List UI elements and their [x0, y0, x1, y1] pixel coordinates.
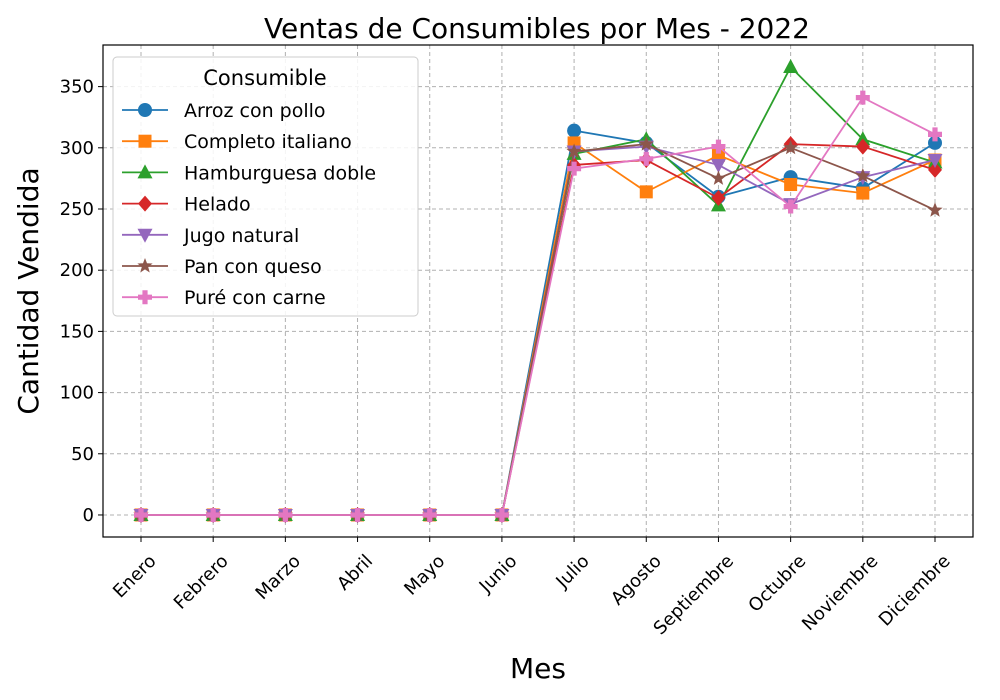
legend-title: Consumible: [203, 66, 326, 90]
legend-item-helado: Helado: [122, 194, 251, 216]
data-point-arroz-con-pollo: [928, 135, 942, 150]
legend-label-pan-con-queso: Pan con queso: [184, 256, 322, 278]
data-point-pure-con-carne: [278, 507, 293, 522]
x-tick-label: Enero: [109, 551, 161, 603]
legend-label-helado: Helado: [184, 194, 251, 216]
y-tick-label: 50: [71, 444, 94, 465]
legend: Consumible Arroz con pollo Completo itali…: [112, 56, 419, 317]
data-point-jugo-natural: [927, 154, 943, 169]
data-point-helado: [928, 161, 942, 178]
legend-item-pure-con-carne: Puré con carne: [122, 287, 326, 309]
data-point-pure-con-carne: [134, 507, 148, 522]
y-axis-ticks: 0 50 100 150 200 250 300 350: [60, 77, 103, 526]
x-tick-label: Diciembre: [875, 551, 955, 631]
legend-label-arroz-con-pollo: Arroz con pollo: [184, 100, 326, 122]
legend-marker-completo-italiano: [138, 134, 152, 148]
x-tick-label: Marzo: [252, 551, 305, 604]
y-tick-label: 250: [60, 199, 94, 220]
data-point-completo-italiano: [784, 178, 798, 192]
y-tick-label: 300: [60, 138, 94, 159]
data-point-pan-con-queso: [855, 167, 871, 183]
data-point-helado: [711, 189, 726, 206]
legend-item-pan-con-queso: Pan con queso: [122, 256, 322, 278]
series-line-pure-con-carne: [141, 96, 936, 516]
x-tick-label: Noviembre: [798, 551, 882, 635]
x-tick-label: Agosto: [607, 551, 666, 610]
data-point-pure-con-carne: [639, 151, 654, 166]
y-tick-label: 100: [60, 383, 94, 404]
data-point-hamburguesa-doble: [855, 131, 871, 146]
y-tick-label: 150: [60, 321, 94, 342]
plot-area-frame: [102, 44, 974, 538]
legend-marker-pan-con-queso: [137, 258, 153, 273]
legend-item-hamburguesa-doble: Hamburguesa doble: [122, 162, 376, 184]
x-tick-label: Octubre: [744, 551, 810, 617]
x-tick-label: Mayo: [400, 551, 449, 600]
data-point-hamburguesa-doble: [783, 59, 799, 74]
legend-item-jugo-natural: Jugo natural: [122, 225, 299, 247]
legend-label-hamburguesa-doble: Hamburguesa doble: [184, 162, 376, 184]
legend-marker-helado: [138, 195, 152, 212]
x-tick-label: Febrero: [170, 551, 233, 614]
data-point-pan-con-queso: [638, 136, 654, 151]
data-point-pure-con-carne: [422, 507, 437, 522]
series-pure-con-carne: [134, 90, 942, 522]
legend-label-jugo-natural: Jugo natural: [183, 225, 299, 247]
data-point-arroz-con-pollo: [567, 123, 582, 138]
data-point-completo-italiano: [856, 186, 870, 200]
data-point-pure-con-carne: [928, 127, 942, 142]
y-axis-label: Cantidad Vendida: [12, 167, 45, 414]
data-point-pan-con-queso: [783, 139, 799, 155]
x-tick-label: Abril: [333, 551, 377, 595]
data-point-pure-con-carne: [783, 199, 798, 214]
legend-item-arroz-con-pollo: Arroz con pollo: [122, 100, 326, 122]
legend-box: [112, 56, 419, 317]
data-point-pan-con-queso: [927, 202, 943, 217]
x-axis-label: Mes: [510, 652, 566, 685]
legend-label-completo-italiano: Completo italiano: [184, 131, 352, 153]
data-point-jugo-natural: [710, 158, 726, 173]
data-point-pure-con-carne: [494, 507, 509, 522]
legend-label-pure-con-carne: Puré con carne: [184, 287, 326, 309]
chart-title: Ventas de Consumibles por Mes - 2022: [264, 12, 810, 45]
data-point-pure-con-carne: [206, 507, 221, 522]
data-point-completo-italiano: [639, 185, 653, 199]
legend-marker-hamburguesa-doble: [137, 164, 153, 179]
data-point-pure-con-carne: [711, 139, 726, 154]
data-point-pan-con-queso: [566, 143, 582, 158]
data-point-completo-italiano: [711, 148, 725, 162]
data-point-pure-con-carne: [567, 161, 582, 176]
y-tick-label: 200: [60, 260, 94, 281]
data-point-pan-con-queso: [710, 170, 727, 185]
x-tick-label: Junio: [475, 551, 522, 598]
legend-items: Arroz con pollo Completo italiano Hamburgu…: [122, 100, 376, 309]
legend-marker-pure-con-carne: [138, 290, 152, 305]
data-point-pure-con-carne: [350, 507, 365, 522]
data-point-pure-con-carne: [855, 90, 870, 105]
x-tick-label: Julio: [551, 551, 593, 593]
x-axis-ticks: Enero Febrero Marzo Abril Mayo Junio Julio Agos…: [109, 537, 955, 639]
data-point-helado: [855, 138, 870, 155]
legend-marker-arroz-con-pollo: [138, 103, 152, 117]
legend-item-completo-italiano: Completo italiano: [122, 131, 352, 153]
series-layer: [133, 59, 943, 523]
legend-marker-jugo-natural: [137, 228, 153, 243]
y-tick-label: 0: [83, 505, 94, 526]
y-tick-label: 350: [60, 77, 94, 98]
